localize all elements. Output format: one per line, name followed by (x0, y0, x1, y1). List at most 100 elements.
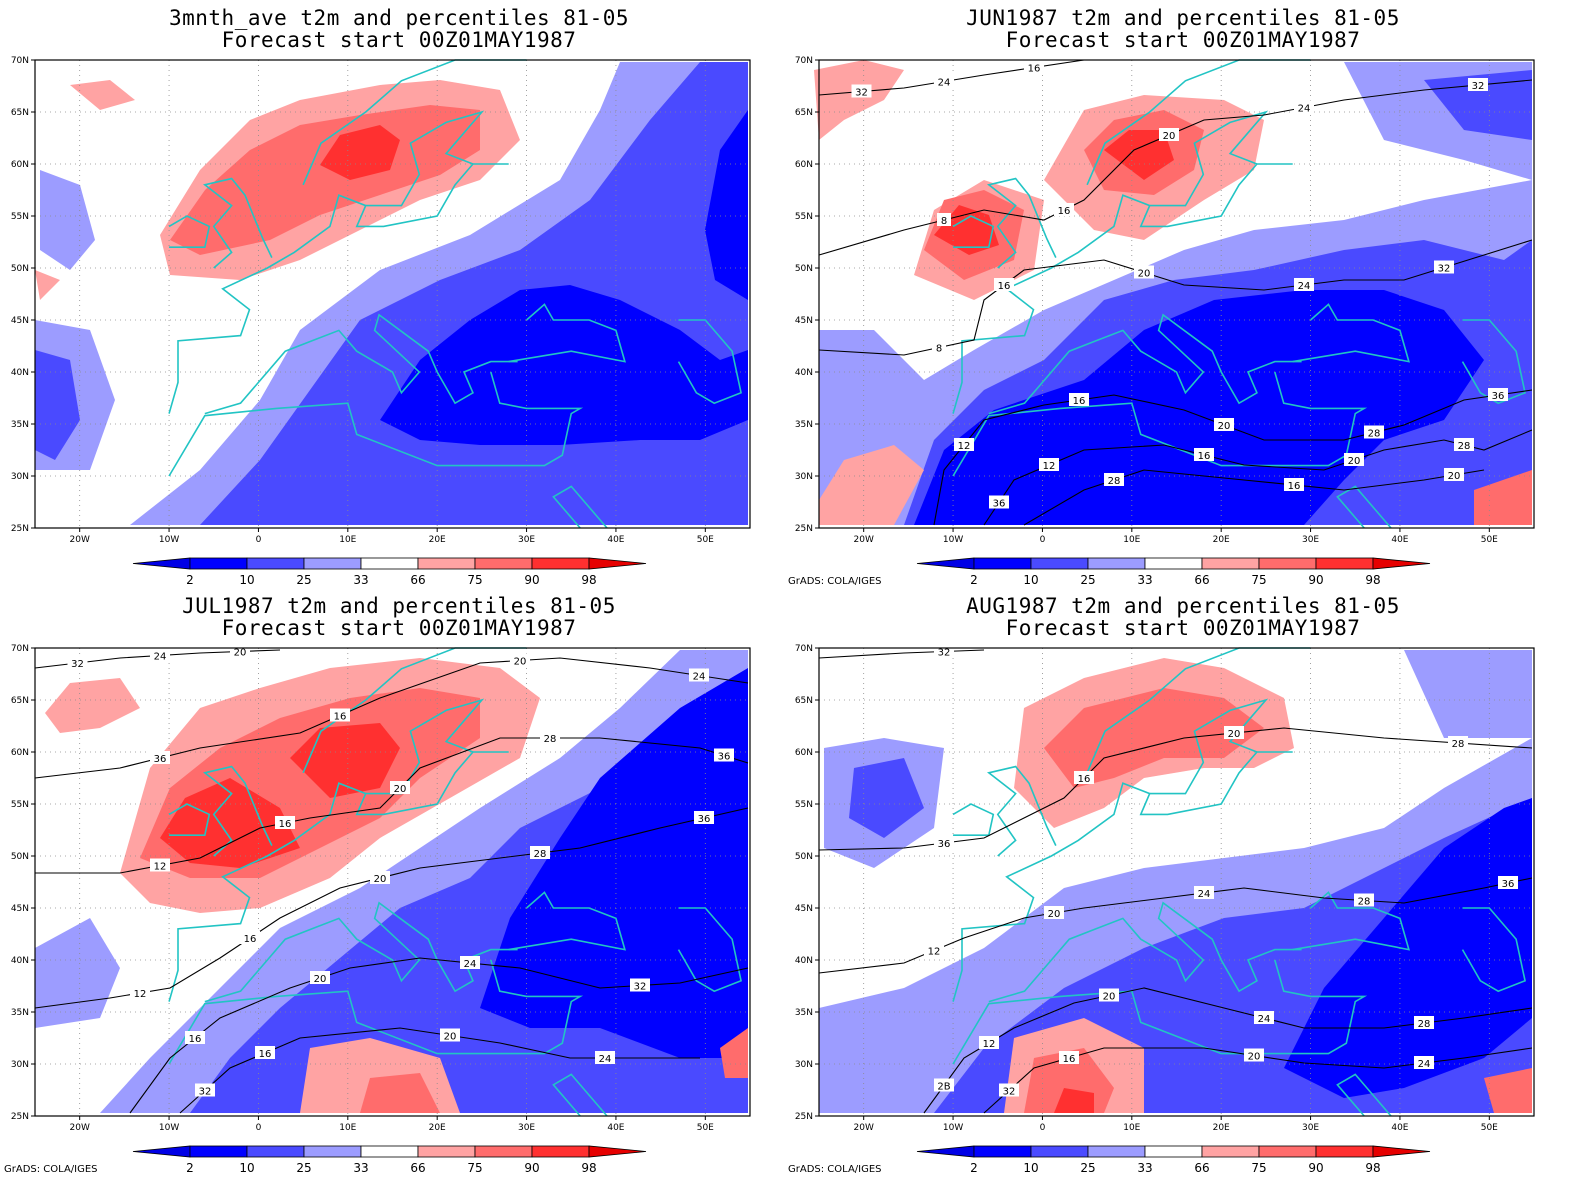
x-tick-label: 30E (1302, 535, 1319, 545)
coastline (677, 319, 742, 405)
y-tick-label: 40N (795, 956, 813, 966)
contour-label: 36 (938, 839, 951, 850)
contour-label-box (67, 656, 88, 669)
contour-label-box (540, 731, 560, 744)
contour-line (818, 649, 985, 659)
colorbar-arrow-high (588, 1145, 647, 1158)
contour-label-box (1364, 425, 1384, 439)
y-tick-label: 55N (11, 800, 29, 810)
contour-label: 12 (928, 947, 941, 958)
y-tick-label: 25N (11, 1112, 29, 1122)
contour-label: 20 (1138, 269, 1151, 280)
contour-label: 12 (154, 862, 167, 873)
colorbar-box-p66_75 (417, 1145, 476, 1158)
contour-label-box (1044, 906, 1064, 919)
x-tick-label: 10W (159, 535, 179, 545)
contour-label: 24 (938, 78, 951, 89)
y-tick-label: 50N (11, 852, 29, 862)
shade-region-p25_33 (40, 170, 95, 270)
colorbar-label: 66 (1194, 1161, 1209, 1175)
contour-label: 24 (1258, 1014, 1271, 1025)
contour-label: 8 (941, 216, 947, 227)
contour-label: 24 (464, 959, 477, 970)
contour-label: 24 (1198, 889, 1211, 900)
colorbar: 2 10 25 33 66 75 90 98 (916, 557, 1431, 587)
map-svg: 4881212121616161616161620202020202424242… (795, 56, 1535, 587)
shade-region-p75_90 (1474, 470, 1532, 525)
contour-label-box (694, 811, 714, 824)
colorbar-box-p2_10 (973, 1145, 1032, 1158)
contour-label: 24 (599, 1054, 612, 1065)
coastline (552, 1073, 608, 1117)
contour-label-box (954, 438, 974, 451)
colorbar-label: 66 (410, 1161, 425, 1175)
shade-region-p90_98 (1104, 130, 1174, 180)
gridlines (35, 60, 750, 528)
x-tick-label: 0 (256, 1123, 262, 1133)
colorbar-box-p25_33 (1087, 1145, 1146, 1158)
contour-label: 16 (1073, 396, 1086, 407)
contour-label: 32 (634, 982, 647, 993)
colorbar-box-p66_75 (1201, 1145, 1260, 1158)
x-tick-label: 50E (697, 1123, 714, 1133)
contour-label-box (1214, 418, 1234, 431)
coastline (508, 303, 627, 363)
colorbar-box-p25_33 (303, 557, 362, 570)
contour-label: 12 (1043, 461, 1056, 472)
colorbar-label: 25 (1080, 1161, 1095, 1175)
contour-label-box (630, 978, 650, 992)
coastline (988, 901, 1302, 1003)
colorbar-label: 25 (296, 573, 311, 587)
panel-3mnth: 3mnth_ave t2m and percentiles 81-05 Fore… (0, 0, 798, 598)
contour-label: 16 (1078, 774, 1091, 785)
colorbar-label: 75 (467, 573, 482, 587)
contour-label: 20 (1218, 421, 1231, 432)
coastline (1461, 319, 1526, 405)
colorbar: 2 10 25 33 66 75 90 98 (132, 557, 647, 587)
contour-label: 32 (938, 648, 951, 659)
contour-label: 28 (544, 734, 557, 745)
x-tick-label: 10W (943, 1123, 963, 1133)
colorbar-label: 66 (410, 573, 425, 587)
colorbar-arrow-high (588, 557, 647, 570)
colorbar-label: 10 (239, 1161, 254, 1175)
contour-label-box (1294, 278, 1314, 291)
x-tick-label: 40E (607, 1123, 624, 1133)
x-tick-label: 20E (1213, 535, 1230, 545)
colorbar-label: 75 (1251, 573, 1266, 587)
y-tick-label: 25N (11, 524, 29, 534)
contour-label-box (1344, 453, 1364, 466)
coastline (1336, 1073, 1392, 1117)
contour-label-box (1104, 473, 1124, 486)
y-tick-label: 40N (11, 956, 29, 966)
coastline (204, 901, 518, 1003)
colorbar-box-p10_25 (1030, 1145, 1089, 1158)
colorbar-label: 33 (353, 573, 368, 587)
colorbar-label: 90 (524, 573, 539, 587)
coastline (986, 177, 1057, 269)
x-tick-label: 20W (854, 535, 874, 545)
contour-label-box (714, 748, 734, 762)
contour-label: 16 (1058, 206, 1071, 217)
coastline (1292, 891, 1411, 951)
contour-label-box (1488, 388, 1508, 401)
coastline (988, 313, 1302, 415)
map-svg: 70N 65N 60N 55N 50N 45N 40N 35N 30N 25N 20W 10W 0 10E… (11, 56, 751, 587)
y-tick-label: 65N (795, 696, 813, 706)
contour-label: 20 (314, 974, 327, 985)
x-tick-label: 20W (70, 535, 90, 545)
coastline (1149, 110, 1269, 207)
map-svg: 8812121616161616162020202020202424242428… (11, 644, 751, 1175)
panel-title-line1: AUG1987 t2m and percentiles 81-05 (966, 594, 1400, 618)
colorbar-box-p66_75 (417, 557, 476, 570)
shade-region-p75_90 (1484, 1068, 1532, 1113)
contour-label: 12 (958, 441, 971, 452)
shade-region-p2_10 (380, 285, 748, 445)
colorbar: 2 10 25 33 66 75 90 98 (916, 1145, 1431, 1175)
y-tick-label: 60N (795, 748, 813, 758)
contour-label-box (934, 74, 954, 88)
colorbar-label: 2 (186, 1161, 194, 1175)
x-tick-label: 20E (1213, 1123, 1230, 1133)
contour-label: 32 (855, 88, 868, 99)
contour-label: 20 (1048, 909, 1061, 920)
